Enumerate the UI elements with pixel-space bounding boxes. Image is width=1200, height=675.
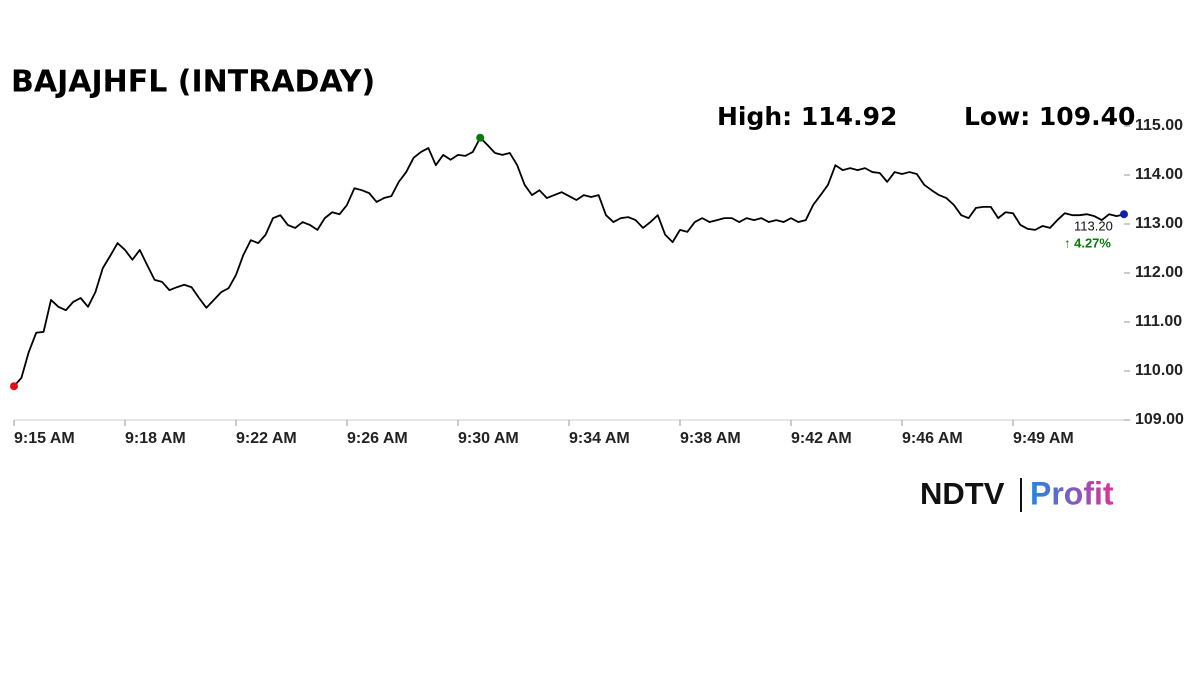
last-value-label: 113.20 [1074, 218, 1113, 233]
y-tick-label: 113.00 [1135, 215, 1183, 232]
x-tick-label: 9:15 AM [14, 430, 75, 447]
start-marker [10, 382, 18, 391]
x-tick-label: 9:34 AM [569, 430, 630, 447]
end-marker [1120, 210, 1128, 219]
logo-profit: Profit [1030, 475, 1114, 511]
chart-title: BAJAJHFL (INTRADAY) [11, 65, 375, 100]
x-tick-label: 9:26 AM [347, 430, 408, 447]
x-tick-label: 9:22 AM [236, 430, 297, 447]
low-annotation: Low: 109.40 [964, 102, 1135, 131]
x-tick-label: 9:49 AM [1013, 430, 1074, 447]
x-tick-label: 9:18 AM [125, 430, 186, 447]
x-tick-label: 9:38 AM [680, 430, 741, 447]
y-tick-label: 110.00 [1135, 362, 1183, 379]
change-label: ↑ 4.27% [1064, 235, 1111, 250]
y-tick-label: 112.00 [1135, 264, 1183, 281]
logo-ndtv: NDTV [920, 476, 1005, 511]
x-tick-label: 9:30 AM [458, 430, 519, 447]
price-line [13, 136, 1125, 387]
high-annotation: High: 114.92 [717, 102, 897, 131]
x-tick-label: 9:46 AM [902, 430, 963, 447]
y-tick-label: 115.00 [1135, 117, 1183, 134]
high-marker [476, 133, 485, 142]
x-tick-label: 9:42 AM [791, 430, 852, 447]
y-tick-label: 109.00 [1135, 411, 1184, 428]
y-tick-label: 114.00 [1135, 166, 1183, 183]
y-tick-label: 111.00 [1135, 313, 1182, 330]
